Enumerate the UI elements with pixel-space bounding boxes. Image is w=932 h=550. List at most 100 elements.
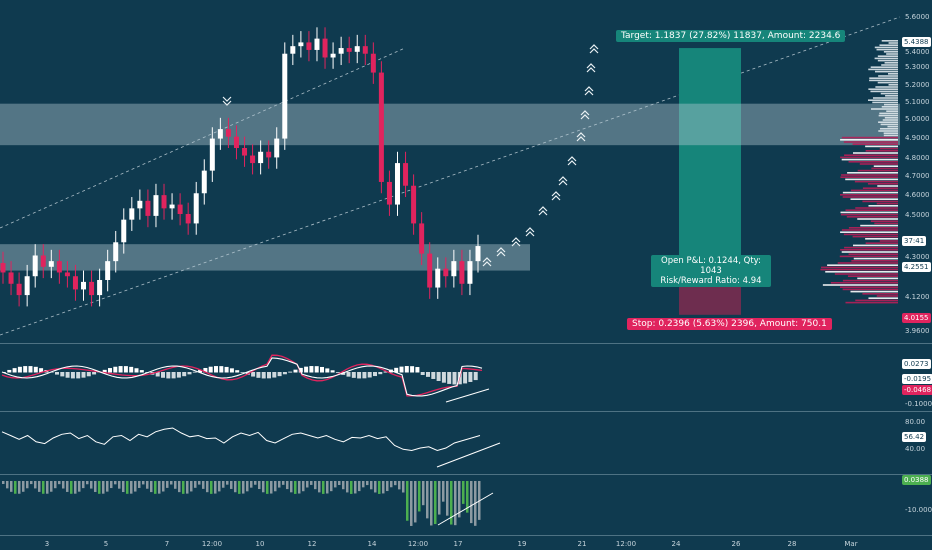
oscillator-bar: [2, 481, 5, 484]
volume-profile-bar: [834, 273, 898, 275]
macd-hist-bar: [7, 369, 12, 373]
volume-profile-bar: [845, 178, 898, 181]
oscillator-bar: [218, 481, 221, 492]
volume-profile-bar: [820, 268, 898, 271]
volume-profile-bar: [882, 119, 898, 121]
oscillator-bar: [190, 481, 193, 492]
price-tick-label: 5.4000: [905, 48, 930, 56]
macd-hist-bar: [129, 366, 134, 373]
oscillator-bar: [134, 481, 137, 492]
macd-hist-bar: [86, 372, 91, 377]
oscillator-bar: [154, 481, 157, 494]
volume-profile-bar: [887, 125, 898, 128]
volume-profile-bar: [825, 271, 898, 273]
oscillator-bar: [466, 481, 469, 513]
macd-hist-bar: [33, 366, 38, 373]
candle: [129, 208, 135, 220]
chevron-up-icon: [511, 237, 521, 247]
pane-separator[interactable]: [0, 535, 932, 536]
oscillator-bar: [258, 481, 261, 490]
oscillator-bar: [170, 481, 173, 485]
volume-profile-bar: [857, 169, 898, 172]
time-tick-label: 12:00: [408, 540, 428, 548]
macd-hist-bar: [70, 372, 75, 379]
pnl-line-1: Open P&L: 0.1244, Qty: 1043: [661, 256, 761, 276]
oscillator-bar: [342, 481, 345, 490]
macd-hist-bar: [224, 366, 229, 373]
volume-profile-bar: [841, 174, 898, 176]
oscillator-bar: [102, 481, 105, 494]
time-tick-label: 14: [368, 540, 377, 548]
volume-profile-bar: [840, 194, 898, 196]
oscillator-bar: [238, 481, 241, 494]
oscillator-bar: [442, 481, 445, 502]
candle: [274, 138, 280, 158]
macd-hist-bar: [272, 372, 277, 378]
pane-separator[interactable]: [0, 411, 932, 412]
rsi-line: [1, 427, 481, 452]
oscillator-bar: [462, 481, 465, 504]
candle: [89, 281, 95, 296]
oscillator-bar: [158, 481, 161, 494]
macd-hist-bar: [277, 372, 282, 377]
volume-profile-bar: [841, 136, 898, 139]
volume-profile-bar: [869, 77, 898, 79]
chevron-down-icon: [222, 96, 232, 106]
oscillator-bar: [262, 481, 265, 493]
volume-profile-bar: [848, 161, 898, 163]
volume-profile-bar: [876, 202, 898, 205]
volume-profile-bar: [870, 90, 898, 93]
zone-band: [0, 103, 900, 146]
candle: [242, 148, 248, 156]
macd-hist-bar: [81, 372, 86, 378]
candle: [314, 38, 320, 50]
volume-profile-bar: [875, 86, 898, 88]
oscillator-bar: [322, 481, 325, 494]
oscillator-bar: [350, 481, 353, 494]
price-tick-label: 5.2000: [905, 81, 930, 89]
oscillator-bar: [178, 481, 181, 493]
oscillator-bar: [434, 481, 437, 525]
volume-profile-bar: [854, 180, 898, 183]
chevron-up-icon: [589, 44, 599, 54]
oscillator-bar: [114, 481, 117, 485]
candle: [346, 48, 352, 52]
stop-label: Stop: 0.2396 (5.63%) 2396, Amount: 750.1: [627, 318, 832, 330]
chevron-up-icon: [567, 156, 577, 166]
oscillator-bar: [406, 481, 409, 521]
oscillator-bar: [226, 481, 229, 485]
volume-profile-bar: [886, 110, 898, 112]
pane-separator[interactable]: [0, 474, 932, 475]
pane-separator[interactable]: [0, 343, 932, 344]
oscillator-bar: [42, 481, 45, 494]
oscillator-bar: [346, 481, 349, 493]
trend-line: [437, 492, 494, 526]
macd-hist-bar: [383, 371, 388, 373]
volume-profile-bar: [884, 62, 898, 64]
volume-profile-bar: [868, 99, 898, 101]
volume-profile-bar: [888, 42, 898, 44]
chevron-up-icon: [576, 132, 586, 142]
volume-profile-bar: [868, 88, 898, 90]
macd-hist-bar: [362, 372, 367, 379]
price-tick-label: 4.5000: [905, 211, 930, 219]
oscillator-bar: [182, 481, 185, 494]
candle: [72, 276, 78, 290]
volume-profile-bar: [878, 130, 898, 132]
oscillator-bar: [206, 481, 209, 493]
chevron-up-icon: [586, 63, 596, 73]
volume-profile-bar: [841, 158, 898, 161]
volume-profile-bar: [842, 288, 898, 291]
candle: [298, 42, 304, 47]
macd-hist-bar: [441, 372, 446, 383]
macd-hist-bar: [182, 372, 187, 377]
candle: [153, 195, 159, 216]
oscillator-bar: [366, 481, 369, 486]
macd-hist-bar: [304, 366, 309, 373]
volume-profile-bar: [847, 172, 898, 174]
osc-tick-label: -10.0000: [905, 506, 932, 514]
volume-profile-bar: [830, 282, 898, 284]
macd-hist-bar: [335, 372, 340, 373]
